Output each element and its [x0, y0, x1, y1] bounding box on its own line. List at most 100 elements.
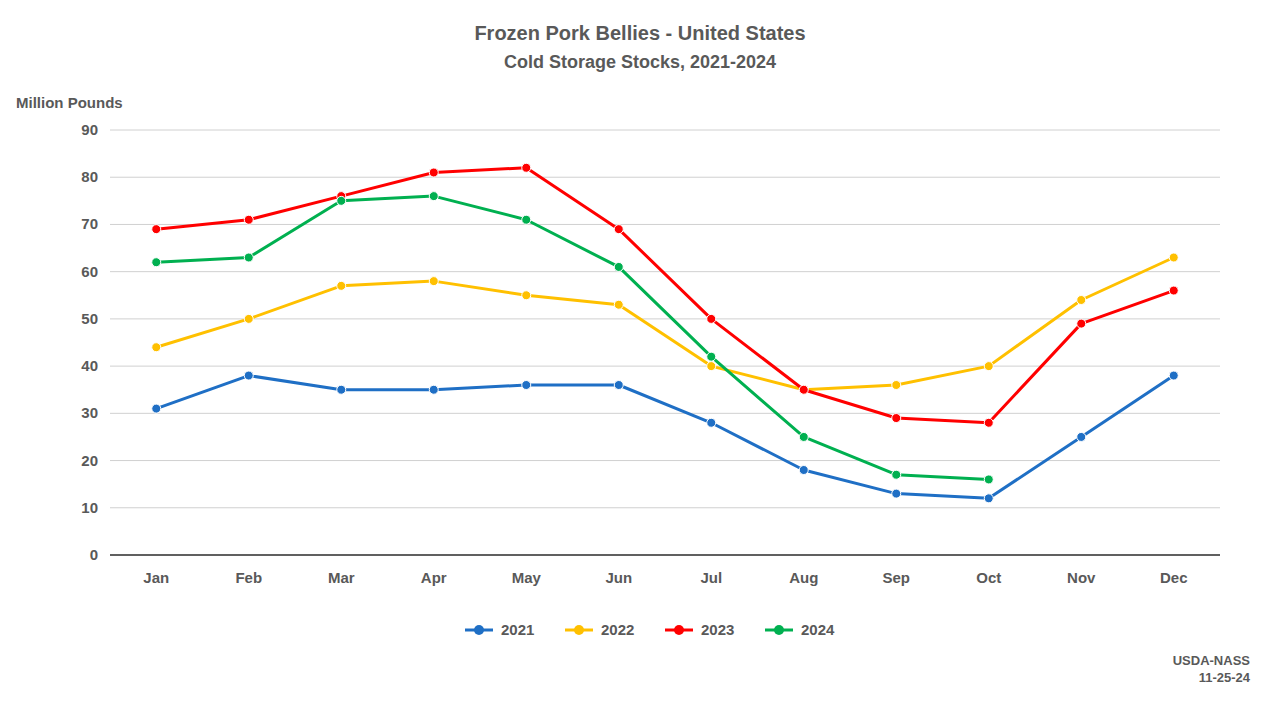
- series-marker: [522, 163, 531, 172]
- grid-line: [110, 555, 1220, 556]
- x-tick-label: Sep: [882, 569, 910, 586]
- series-group: [152, 163, 1179, 503]
- series-marker: [244, 215, 253, 224]
- grid-line: [110, 130, 1220, 131]
- series-marker: [984, 494, 993, 503]
- series-marker: [337, 196, 346, 205]
- series-marker: [707, 418, 716, 427]
- x-axis: Jan Feb Mar Apr May Jun Jul Aug Sep Oct Nov Dec: [143, 569, 1187, 586]
- series-marker: [429, 385, 438, 394]
- page: {"chart_data": {"type": "line", "title":…: [0, 0, 1280, 720]
- series-marker: [522, 381, 531, 390]
- y-tick-label: 90: [81, 121, 98, 138]
- y-tick-label: 0: [90, 546, 98, 563]
- grid-line: [110, 177, 1220, 178]
- legend-marker: [474, 625, 484, 635]
- x-tick-label: Feb: [235, 569, 262, 586]
- series-marker: [1077, 432, 1086, 441]
- series-marker: [244, 253, 253, 262]
- series-marker: [614, 300, 623, 309]
- series-marker: [429, 168, 438, 177]
- y-tick-label: 10: [81, 499, 98, 516]
- x-tick-label: Jan: [143, 569, 169, 586]
- annotation-line: USDA-NASS: [1173, 653, 1251, 668]
- x-tick-label: Apr: [421, 569, 447, 586]
- grid-line: [110, 460, 1220, 461]
- series-marker: [337, 281, 346, 290]
- series-marker: [429, 192, 438, 201]
- annotation: USDA-NASS 11-25-24: [1173, 653, 1251, 685]
- series-marker: [892, 381, 901, 390]
- series-marker: [152, 225, 161, 234]
- series-marker: [799, 385, 808, 394]
- series-line: [156, 376, 1174, 499]
- series-marker: [244, 371, 253, 380]
- series-line: [156, 196, 989, 479]
- series-marker: [707, 314, 716, 323]
- series-marker: [1169, 253, 1178, 262]
- chart: Frozen Pork Bellies - United States Cold …: [0, 0, 1280, 720]
- series-marker: [707, 362, 716, 371]
- series-marker: [1169, 286, 1178, 295]
- chart-container: Frozen Pork Bellies - United States Cold …: [0, 0, 1280, 720]
- series-marker: [152, 258, 161, 267]
- series-marker: [799, 466, 808, 475]
- x-tick-label: Oct: [976, 569, 1001, 586]
- x-tick-label: Nov: [1067, 569, 1096, 586]
- series-marker: [522, 291, 531, 300]
- series-line: [156, 168, 1174, 423]
- series-marker: [1077, 319, 1086, 328]
- legend-label: 2024: [801, 621, 835, 638]
- y-tick-label: 20: [81, 452, 98, 469]
- grid-line: [110, 366, 1220, 367]
- legend: 2021 2022 2023 2024: [465, 621, 835, 638]
- grid-line: [110, 224, 1220, 225]
- y-tick-label: 70: [81, 215, 98, 232]
- legend-marker: [574, 625, 584, 635]
- grid-line: [110, 507, 1220, 508]
- series-marker: [892, 470, 901, 479]
- series-marker: [152, 343, 161, 352]
- series-marker: [244, 314, 253, 323]
- y-tick-label: 50: [81, 310, 98, 327]
- y-axis-label: Million Pounds: [16, 94, 123, 111]
- series-marker: [892, 414, 901, 423]
- legend-label: 2022: [601, 621, 634, 638]
- x-tick-label: Jul: [700, 569, 722, 586]
- x-axis-line: [110, 554, 1220, 556]
- series-marker: [892, 489, 901, 498]
- legend-label: 2021: [501, 621, 534, 638]
- series-marker: [152, 404, 161, 413]
- legend-marker: [774, 625, 784, 635]
- subtitle: Cold Storage Stocks, 2021-2024: [504, 52, 776, 72]
- series-marker: [614, 225, 623, 234]
- y-axis: 0 10 20 30 40 50 60 70 80 90: [81, 121, 98, 563]
- y-tick-label: 40: [81, 357, 98, 374]
- series-marker: [984, 362, 993, 371]
- legend-label: 2023: [701, 621, 734, 638]
- y-tick-label: 30: [81, 404, 98, 421]
- series-marker: [1077, 296, 1086, 305]
- x-tick-label: Aug: [789, 569, 818, 586]
- series-marker: [429, 277, 438, 286]
- x-tick-label: Mar: [328, 569, 355, 586]
- annotation-line: 11-25-24: [1199, 670, 1251, 685]
- series-marker: [707, 352, 716, 361]
- x-tick-label: Dec: [1160, 569, 1188, 586]
- series-marker: [337, 385, 346, 394]
- series-marker: [522, 215, 531, 224]
- series-marker: [614, 381, 623, 390]
- x-tick-label: Jun: [605, 569, 632, 586]
- series-marker: [1169, 371, 1178, 380]
- y-tick-label: 60: [81, 263, 98, 280]
- legend-marker: [674, 625, 684, 635]
- x-tick-label: May: [512, 569, 542, 586]
- series-marker: [614, 262, 623, 271]
- series-marker: [984, 475, 993, 484]
- series-marker: [799, 385, 808, 394]
- series-marker: [799, 432, 808, 441]
- title: Frozen Pork Bellies - United States: [474, 22, 805, 44]
- series-marker: [984, 418, 993, 427]
- y-tick-label: 80: [81, 168, 98, 185]
- grid-line: [110, 413, 1220, 414]
